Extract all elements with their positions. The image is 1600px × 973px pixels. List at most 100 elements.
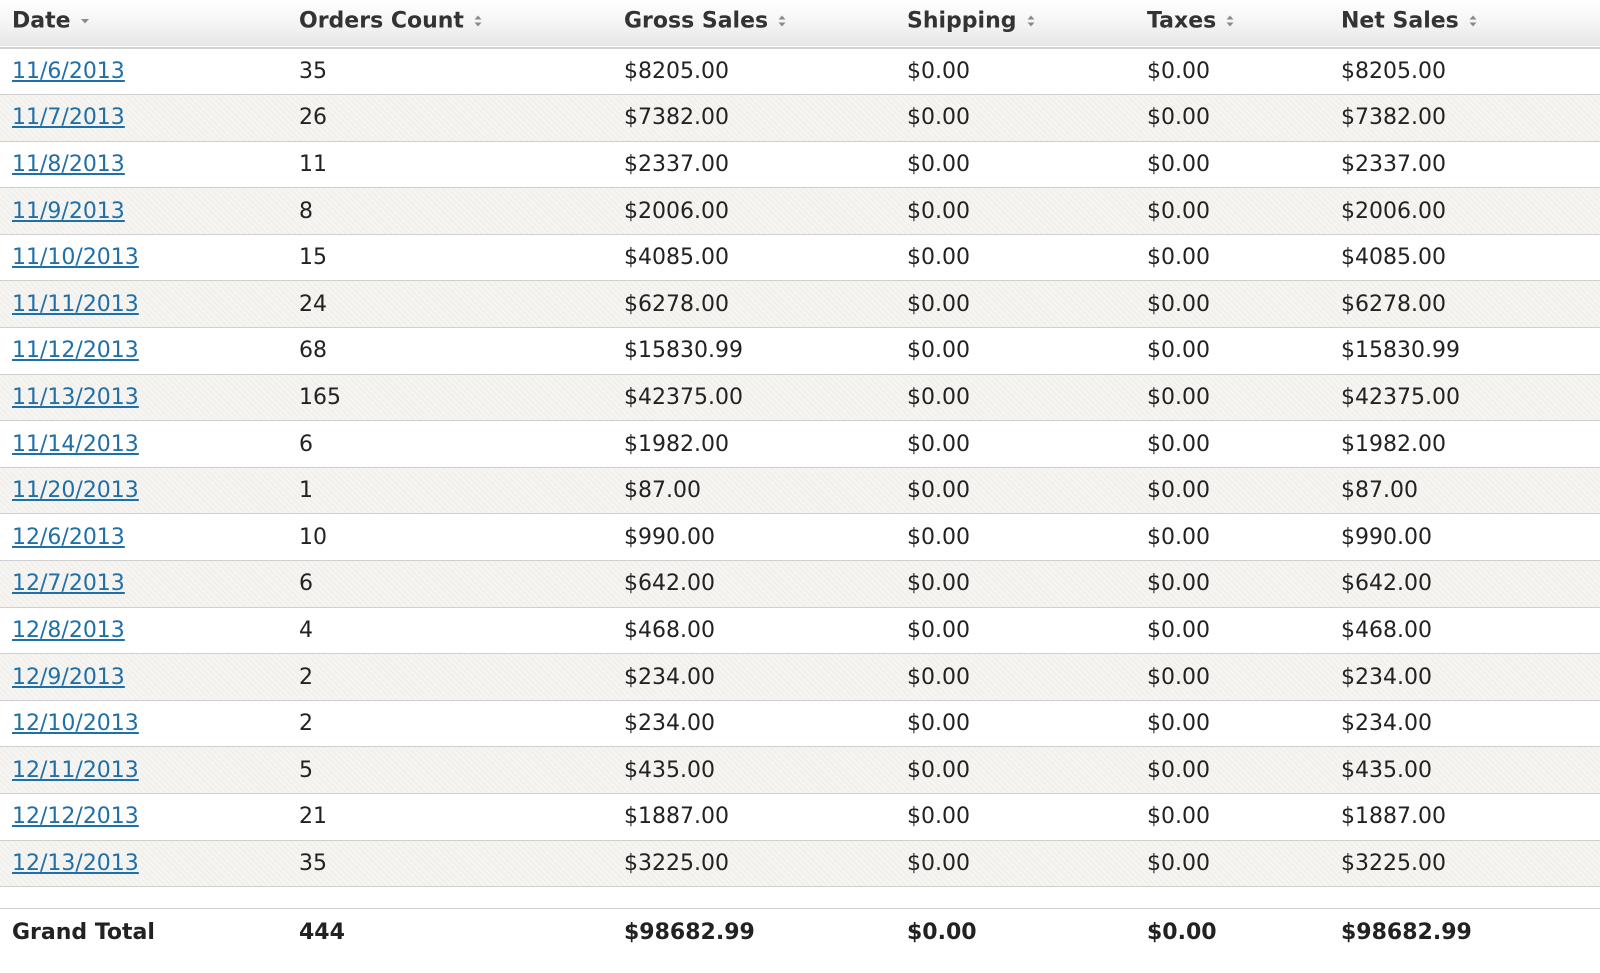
cell-date: 12/12/2013 (0, 794, 287, 841)
date-link[interactable]: 12/11/2013 (12, 757, 139, 783)
cell-date: 11/10/2013 (0, 234, 287, 281)
cell-date: 12/11/2013 (0, 747, 287, 794)
column-header-label: Gross Sales (624, 8, 769, 34)
cell-shipping: $0.00 (907, 711, 970, 737)
cell-date: 12/10/2013 (0, 700, 287, 747)
column-header-gross-sales[interactable]: Gross Sales (612, 0, 895, 48)
table-row: 11/6/2013 35 $8205.00 $0.00 $0.00 $8205.00 (0, 48, 1600, 95)
cell-shipping: $0.00 (907, 478, 970, 504)
date-link[interactable]: 11/13/2013 (12, 384, 139, 410)
date-link[interactable]: 11/14/2013 (12, 431, 139, 457)
sort-updown-icon (472, 12, 484, 30)
date-link[interactable]: 11/9/2013 (12, 198, 125, 224)
cell-net-sales: $15830.99 (1341, 338, 1460, 364)
cell-gross-sales: $1982.00 (624, 431, 729, 457)
date-link[interactable]: 11/7/2013 (12, 105, 125, 131)
cell-shipping: $0.00 (907, 804, 970, 830)
column-header-taxes[interactable]: Taxes (1135, 0, 1329, 48)
cell-taxes: $0.00 (1147, 571, 1210, 597)
table-row: 11/14/2013 6 $1982.00 $0.00 $0.00 $1982.00 (0, 420, 1600, 468)
cell-net-sales: $234.00 (1341, 664, 1432, 690)
cell-date: 12/7/2013 (0, 561, 287, 608)
cell-gross-sales: $234.00 (624, 664, 715, 690)
cell-date: 11/9/2013 (0, 188, 287, 235)
column-header-orders-count[interactable]: Orders Count (287, 0, 612, 48)
cell-orders-count: 26 (299, 105, 327, 131)
footer-spacer (0, 887, 1600, 909)
cell-orders-count: 8 (299, 198, 313, 224)
cell-shipping: $0.00 (907, 524, 970, 550)
cell-orders-count: 10 (299, 524, 327, 550)
cell-date: 12/9/2013 (0, 654, 287, 701)
date-link[interactable]: 12/7/2013 (12, 571, 125, 597)
table-row: 11/12/2013 68 $15830.99 $0.00 $0.00 $15830.99 (0, 327, 1600, 375)
cell-gross-sales: $15830.99 (624, 338, 743, 364)
date-link[interactable]: 12/10/2013 (12, 711, 139, 737)
cell-date: 11/7/2013 (0, 95, 287, 142)
cell-net-sales: $2337.00 (1341, 151, 1446, 177)
cell-orders-count: 11 (299, 151, 327, 177)
cell-gross-sales: $234.00 (624, 711, 715, 737)
table-row: 11/20/2013 1 $87.00 $0.00 $0.00 $87.00 (0, 467, 1600, 514)
column-header-label: Orders Count (299, 8, 464, 34)
date-link[interactable]: 12/12/2013 (12, 804, 139, 830)
cell-net-sales: $2006.00 (1341, 198, 1446, 224)
table-row: 12/9/2013 2 $234.00 $0.00 $0.00 $234.00 (0, 653, 1600, 701)
cell-date: 11/12/2013 (0, 328, 287, 375)
date-link[interactable]: 11/12/2013 (12, 338, 139, 364)
cell-shipping: $0.00 (907, 664, 970, 690)
cell-shipping: $0.00 (907, 291, 970, 317)
column-header-label: Shipping (907, 8, 1017, 34)
cell-shipping: $0.00 (907, 59, 970, 85)
cell-taxes: $0.00 (1147, 664, 1210, 690)
cell-orders-count: 21 (299, 804, 327, 830)
cell-shipping: $0.00 (907, 245, 970, 271)
cell-net-sales: $435.00 (1341, 757, 1432, 783)
cell-net-sales: $42375.00 (1341, 384, 1460, 410)
cell-taxes: $0.00 (1147, 291, 1210, 317)
sort-updown-icon (1224, 12, 1236, 30)
date-link[interactable]: 12/9/2013 (12, 664, 125, 690)
cell-orders-count: 6 (299, 571, 313, 597)
cell-orders-count: 24 (299, 291, 327, 317)
cell-taxes: $0.00 (1147, 151, 1210, 177)
cell-taxes: $0.00 (1147, 804, 1210, 830)
table-row: 12/12/2013 21 $1887.00 $0.00 $0.00 $1887.00 (0, 793, 1600, 841)
date-link[interactable]: 11/10/2013 (12, 245, 139, 271)
table-row: 12/7/2013 6 $642.00 $0.00 $0.00 $642.00 (0, 560, 1600, 608)
cell-shipping: $0.00 (907, 850, 970, 876)
table-row: 11/9/2013 8 $2006.00 $0.00 $0.00 $2006.00 (0, 187, 1600, 235)
date-link[interactable]: 12/13/2013 (12, 850, 139, 876)
cell-gross-sales: $468.00 (624, 617, 715, 643)
cell-shipping: $0.00 (907, 151, 970, 177)
cell-net-sales: $7382.00 (1341, 105, 1446, 131)
date-link[interactable]: 11/11/2013 (12, 291, 139, 317)
cell-taxes: $0.00 (1147, 384, 1210, 410)
cell-net-sales: $6278.00 (1341, 291, 1446, 317)
column-header-shipping[interactable]: Shipping (895, 0, 1135, 48)
date-link[interactable]: 12/6/2013 (12, 524, 125, 550)
date-link[interactable]: 11/8/2013 (12, 151, 125, 177)
grand-total-orders: 444 (299, 920, 345, 946)
cell-net-sales: $642.00 (1341, 571, 1432, 597)
cell-gross-sales: $435.00 (624, 757, 715, 783)
cell-date: 11/20/2013 (0, 467, 287, 514)
date-link[interactable]: 11/20/2013 (12, 478, 139, 504)
date-link[interactable]: 11/6/2013 (12, 59, 125, 85)
cell-net-sales: $87.00 (1341, 478, 1418, 504)
column-header-label: Taxes (1147, 8, 1217, 34)
date-link[interactable]: 12/8/2013 (12, 617, 125, 643)
table-row: 11/11/2013 24 $6278.00 $0.00 $0.00 $6278.00 (0, 280, 1600, 328)
grand-total-taxes: $0.00 (1147, 920, 1217, 946)
cell-orders-count: 165 (299, 384, 341, 410)
cell-date: 11/14/2013 (0, 421, 287, 468)
cell-shipping: $0.00 (907, 431, 970, 457)
column-header-date[interactable]: Date (0, 0, 287, 48)
column-header-net-sales[interactable]: Net Sales (1329, 0, 1600, 48)
cell-date: 11/6/2013 (0, 48, 287, 95)
cell-taxes: $0.00 (1147, 198, 1210, 224)
cell-gross-sales: $642.00 (624, 571, 715, 597)
cell-orders-count: 4 (299, 617, 313, 643)
cell-taxes: $0.00 (1147, 245, 1210, 271)
